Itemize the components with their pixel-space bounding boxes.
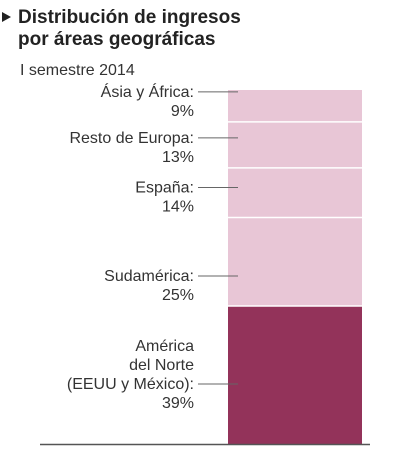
segment-value-label: 25% xyxy=(162,287,194,304)
segment-name-label: (EEUU y México): xyxy=(67,376,194,393)
chart-title-line-2: por áreas geográficas xyxy=(18,29,216,50)
triangle-right-icon xyxy=(2,12,11,22)
segment-value-label: 13% xyxy=(162,149,194,166)
segment-name-label: Resto de Europa: xyxy=(69,130,194,147)
bar-segment-2 xyxy=(228,167,362,218)
segment-name-label: España: xyxy=(135,179,194,196)
segment-label-0: América del Norte (EEUU y México): 39% xyxy=(67,338,194,412)
bar-segment-0 xyxy=(228,305,362,444)
segment-name-label: Sudamérica: xyxy=(104,268,194,285)
chart-title: Distribución de ingresos por áreas geogr… xyxy=(18,7,241,51)
segment-label-2: España: 14% xyxy=(135,179,194,215)
chart-title-line-1: Distribución de ingresos xyxy=(18,7,241,28)
segment-name-label: Ásia y África: xyxy=(101,82,194,101)
bar-segment-4 xyxy=(228,90,362,122)
bar-segment-3 xyxy=(228,121,362,168)
segment-label-3: Resto de Europa: 13% xyxy=(69,130,194,166)
segment-value-label: 39% xyxy=(162,395,194,412)
segment-value-label: 9% xyxy=(171,103,194,120)
segment-name-label: América xyxy=(135,338,194,355)
segment-name-label: del Norte xyxy=(129,357,194,374)
chart-subtitle: I semestre 2014 xyxy=(20,62,135,79)
bar-segment-1 xyxy=(228,217,362,306)
segment-label-1: Sudamérica: 25% xyxy=(104,268,194,304)
segment-label-4: Ásia y África: 9% xyxy=(101,82,194,120)
segment-value-label: 14% xyxy=(162,198,194,215)
